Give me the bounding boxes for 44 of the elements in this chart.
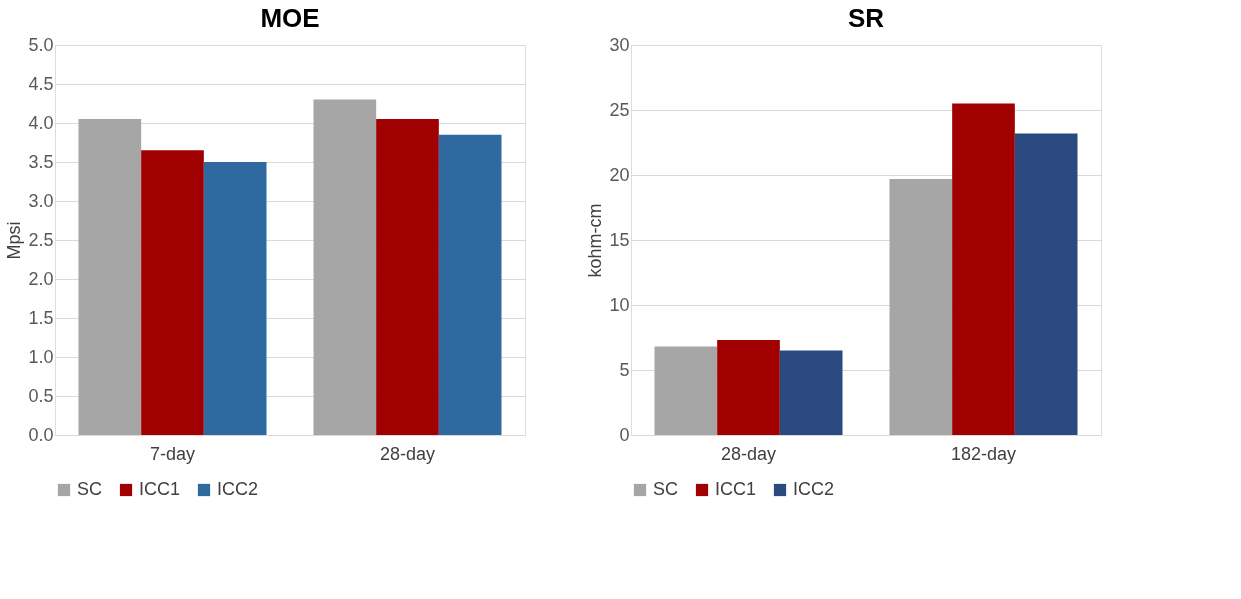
bar [78, 119, 142, 435]
bar [376, 119, 439, 435]
y-tick-label: 5 [619, 359, 630, 380]
y-tick-label: 2.0 [28, 268, 54, 289]
y-tick-label: 1.0 [28, 346, 54, 367]
y-tick-label: 30 [609, 34, 630, 55]
bar [313, 99, 377, 435]
bar [438, 134, 502, 435]
legend-label: ICC1 [139, 479, 181, 499]
y-tick-label: 25 [609, 99, 630, 120]
bar [1014, 133, 1078, 435]
x-tick-label: 28-day [720, 443, 777, 464]
y-tick-label: 0 [619, 424, 630, 445]
y-tick-label: 15 [609, 229, 630, 250]
y-axis-title: Mpsi [4, 221, 25, 260]
x-tick-label: 28-day [379, 443, 436, 464]
y-tick-label: 3.0 [28, 190, 54, 211]
bar [717, 340, 780, 435]
y-tick-label: 4.5 [28, 73, 54, 94]
bar [779, 350, 843, 435]
bar [952, 103, 1015, 435]
legend-label: SC [77, 479, 103, 499]
y-tick-label: 3.5 [28, 151, 54, 172]
bar [141, 150, 204, 435]
y-tick-label: 4.0 [28, 112, 54, 133]
y-tick-label: 10 [609, 294, 630, 315]
legend-label: ICC2 [793, 479, 835, 499]
legend-label: ICC2 [217, 479, 259, 499]
chart-title: SR [847, 3, 885, 33]
y-tick-label: 2.5 [28, 229, 54, 250]
y-tick-label: 0.5 [28, 385, 54, 406]
legend-label: ICC1 [715, 479, 757, 499]
y-axis-title: kohm-cm [585, 203, 606, 278]
y-tick-label: 5.0 [28, 34, 54, 55]
y-tick-label: 1.5 [28, 307, 54, 328]
x-tick-label: 7-day [149, 443, 196, 464]
x-tick-label: 182-day [950, 443, 1017, 464]
chart-title: MOE [260, 3, 320, 33]
bar [203, 162, 267, 435]
y-tick-label: 20 [609, 164, 630, 185]
y-tick-label: 0.0 [28, 424, 54, 445]
bar [889, 178, 953, 435]
legend-label: SC [653, 479, 679, 499]
bar [654, 346, 718, 435]
